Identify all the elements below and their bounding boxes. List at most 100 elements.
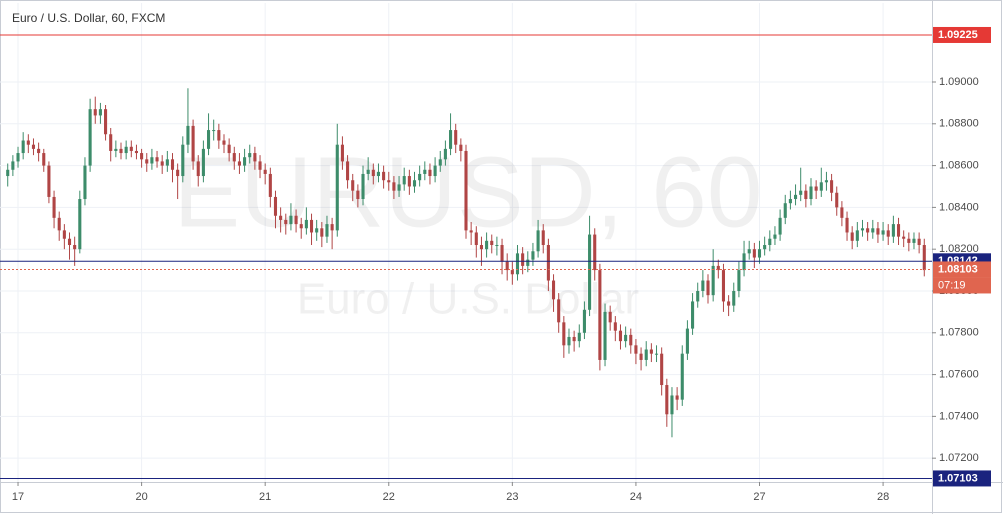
candle-body — [222, 140, 226, 145]
candle-body — [737, 270, 741, 291]
candle-body — [109, 134, 113, 151]
candle-body — [145, 159, 149, 164]
candle-body — [505, 261, 509, 271]
candle-body — [73, 245, 77, 250]
candle-body — [902, 236, 906, 239]
candle-body — [366, 169, 370, 174]
candle-body — [464, 150, 468, 231]
candle-body — [515, 253, 520, 275]
candle-body — [629, 334, 633, 346]
candle-body — [845, 217, 849, 233]
candle-body — [794, 194, 798, 200]
candle-body — [830, 180, 834, 193]
candle-body — [799, 190, 803, 195]
candle-body — [510, 270, 514, 275]
x-tick-label: 22 — [383, 491, 395, 503]
candle-body — [155, 157, 159, 162]
candle-body — [768, 238, 772, 246]
candle-body — [428, 169, 432, 177]
candle-body — [387, 180, 391, 183]
candle-body — [129, 146, 133, 151]
candle-body — [696, 290, 700, 302]
candle-body — [93, 109, 97, 116]
candle-body — [588, 234, 592, 310]
price-label: 1.09225 — [938, 29, 978, 41]
watermark-symbol: EURUSD, 60 — [173, 136, 762, 248]
candle-body — [78, 199, 82, 250]
candle-body — [88, 109, 92, 166]
candle-body — [423, 169, 427, 174]
candle-body — [227, 144, 231, 154]
candle-body — [356, 190, 360, 200]
candle-body — [907, 238, 911, 243]
candle-body — [922, 245, 926, 271]
candle-body — [37, 148, 41, 154]
candle-body — [284, 219, 288, 225]
candle-body — [670, 395, 674, 415]
candle-body — [340, 144, 344, 162]
candle-body — [840, 207, 844, 218]
candle-body — [649, 349, 653, 354]
price-label-box — [933, 470, 991, 487]
candle-body — [335, 144, 339, 231]
candle-body — [557, 299, 561, 323]
candle-body — [912, 238, 916, 243]
candle-body — [140, 153, 144, 160]
candle-body — [325, 224, 329, 237]
candle-body — [443, 148, 447, 160]
x-tick-label: 17 — [12, 491, 24, 503]
candles-layer — [0, 34, 932, 479]
candle-body — [593, 234, 597, 271]
candle-body — [309, 219, 314, 233]
candle-body — [598, 270, 602, 360]
candle-body — [21, 140, 25, 154]
x-tick-label: 27 — [753, 491, 765, 503]
candle-body — [495, 245, 499, 247]
candle-body — [660, 353, 664, 386]
y-tick-label: 1.08800 — [939, 118, 979, 130]
candle-body — [613, 322, 617, 331]
price-label-box — [933, 261, 991, 278]
y-tick-label: 1.07400 — [939, 410, 979, 422]
candle-body — [454, 130, 458, 145]
candle-body — [191, 125, 195, 162]
candle-body — [639, 353, 643, 360]
candle-body — [438, 159, 442, 166]
candle-body — [412, 180, 417, 187]
candle-body — [433, 165, 437, 177]
candle-body — [114, 148, 118, 151]
candle-body — [896, 224, 901, 237]
candle-body — [603, 311, 607, 360]
candle-body — [608, 311, 612, 323]
candle-body — [351, 180, 355, 191]
candle-body — [788, 199, 792, 204]
y-tick-label: 1.07200 — [939, 452, 979, 464]
candle-body — [567, 336, 571, 346]
candle-body — [624, 334, 628, 342]
candle-body — [582, 309, 586, 333]
candle-body — [835, 192, 839, 208]
candle-body — [675, 395, 679, 400]
candle-body — [773, 234, 777, 239]
candle-body — [881, 230, 885, 235]
chart-title: Euro / U.S. Dollar, 60, FXCM — [12, 11, 165, 25]
candle-body — [866, 228, 870, 233]
candle-body — [876, 228, 880, 235]
candle-body — [490, 240, 494, 246]
candle-body — [891, 224, 895, 237]
price-label: 1.08103 — [938, 263, 978, 275]
candle-body — [449, 130, 453, 149]
candle-body — [170, 159, 175, 170]
candle-body — [546, 245, 550, 281]
candle-body — [304, 219, 308, 229]
candle-body — [691, 301, 695, 329]
candle-body — [31, 144, 36, 149]
price-label-box — [933, 26, 991, 43]
candle-body — [104, 109, 108, 135]
candle-body — [860, 228, 865, 231]
y-tick-label: 1.07800 — [939, 327, 979, 339]
candle-body — [258, 161, 262, 170]
candle-body — [217, 130, 221, 141]
x-tick-label: 23 — [506, 491, 518, 503]
candle-body — [273, 196, 278, 216]
